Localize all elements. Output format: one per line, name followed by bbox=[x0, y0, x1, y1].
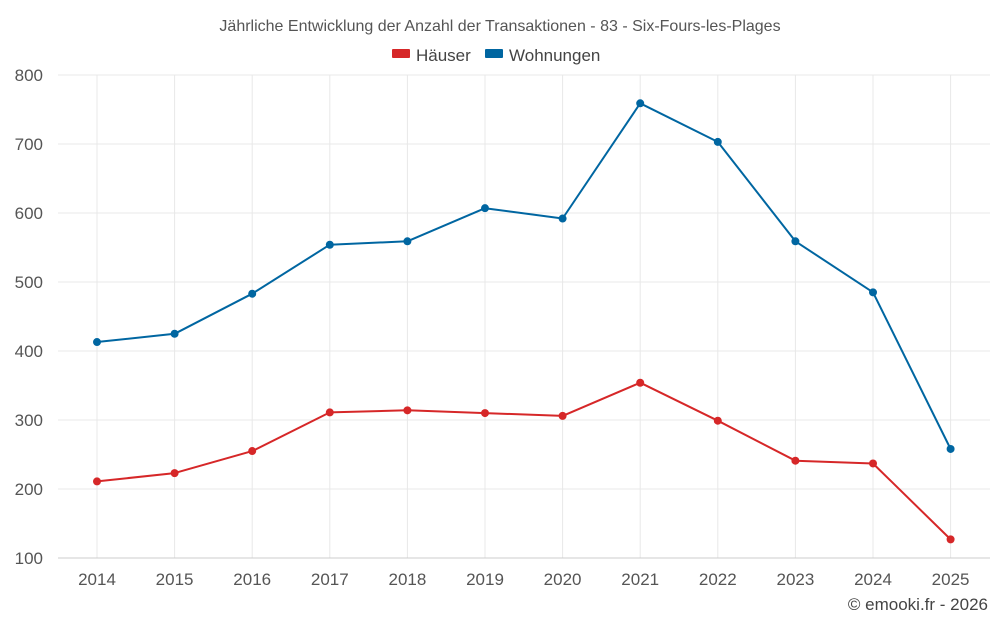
y-tick-label: 400 bbox=[15, 342, 43, 361]
legend: Häuser Wohnungen bbox=[392, 46, 600, 65]
data-point-wohnungen[interactable] bbox=[636, 99, 645, 108]
legend-label-wohnungen[interactable]: Wohnungen bbox=[509, 46, 600, 65]
data-point-haeuser[interactable] bbox=[869, 459, 877, 468]
series-layer bbox=[93, 99, 955, 544]
data-point-wohnungen[interactable] bbox=[558, 214, 567, 223]
x-tick-label: 2025 bbox=[932, 570, 970, 589]
chart-title: Jährliche Entwicklung der Anzahl der Tra… bbox=[219, 18, 780, 35]
horizontal-gridlines bbox=[58, 74, 990, 490]
data-point-wohnungen[interactable] bbox=[248, 289, 257, 298]
data-point-haeuser[interactable] bbox=[403, 406, 412, 415]
vertical-gridlines bbox=[96, 75, 952, 558]
data-point-wohnungen[interactable] bbox=[325, 240, 334, 249]
legend-label-haeuser[interactable]: Häuser bbox=[416, 46, 471, 65]
legend-swatch-wohnungen bbox=[485, 49, 503, 58]
data-point-wohnungen[interactable] bbox=[93, 338, 101, 347]
data-point-haeuser[interactable] bbox=[558, 411, 567, 420]
data-point-wohnungen[interactable] bbox=[481, 204, 489, 213]
data-point-haeuser[interactable] bbox=[325, 408, 334, 417]
x-tick-label: 2016 bbox=[233, 570, 271, 589]
x-tick-label: 2020 bbox=[544, 570, 582, 589]
x-tick-label: 2015 bbox=[156, 570, 194, 589]
data-point-wohnungen[interactable] bbox=[170, 329, 179, 338]
credit-text: © emooki.fr - 2026 bbox=[848, 595, 988, 614]
data-point-haeuser[interactable] bbox=[636, 378, 645, 387]
data-point-haeuser[interactable] bbox=[481, 409, 489, 418]
y-axis-ticks: 100 200 300 400 500 600 700 800 bbox=[15, 66, 43, 568]
x-axis-ticks: 2014 2015 2016 2017 2018 2019 2020 2021 2022 2023… bbox=[78, 570, 969, 589]
x-tick-label: 2019 bbox=[466, 570, 504, 589]
data-point-wohnungen[interactable] bbox=[946, 444, 955, 453]
y-tick-label: 100 bbox=[15, 549, 43, 568]
y-tick-label: 700 bbox=[15, 135, 43, 154]
x-tick-label: 2018 bbox=[388, 570, 426, 589]
data-point-haeuser[interactable] bbox=[713, 416, 722, 425]
legend-swatch-haeuser bbox=[392, 49, 410, 58]
x-tick-label: 2022 bbox=[699, 570, 737, 589]
y-tick-label: 800 bbox=[15, 66, 43, 85]
data-point-haeuser[interactable] bbox=[248, 447, 257, 456]
y-tick-label: 300 bbox=[15, 411, 43, 430]
data-point-wohnungen[interactable] bbox=[869, 288, 877, 297]
x-tick-label: 2017 bbox=[311, 570, 349, 589]
x-tick-label: 2023 bbox=[776, 570, 814, 589]
data-point-wohnungen[interactable] bbox=[403, 237, 412, 246]
y-tick-label: 200 bbox=[15, 480, 43, 499]
data-point-wohnungen[interactable] bbox=[791, 237, 800, 246]
x-tick-label: 2024 bbox=[854, 570, 892, 589]
series-line-wohnungen bbox=[96, 102, 952, 450]
x-tick-label: 2014 bbox=[78, 570, 116, 589]
data-point-haeuser[interactable] bbox=[170, 469, 179, 478]
y-tick-label: 500 bbox=[15, 273, 43, 292]
data-point-haeuser[interactable] bbox=[93, 477, 101, 486]
data-point-haeuser[interactable] bbox=[946, 535, 955, 544]
data-point-haeuser[interactable] bbox=[791, 456, 800, 465]
y-tick-label: 600 bbox=[15, 204, 43, 223]
x-tick-label: 2021 bbox=[621, 570, 659, 589]
data-point-wohnungen[interactable] bbox=[713, 137, 722, 146]
series-line-haeuser bbox=[96, 381, 952, 541]
